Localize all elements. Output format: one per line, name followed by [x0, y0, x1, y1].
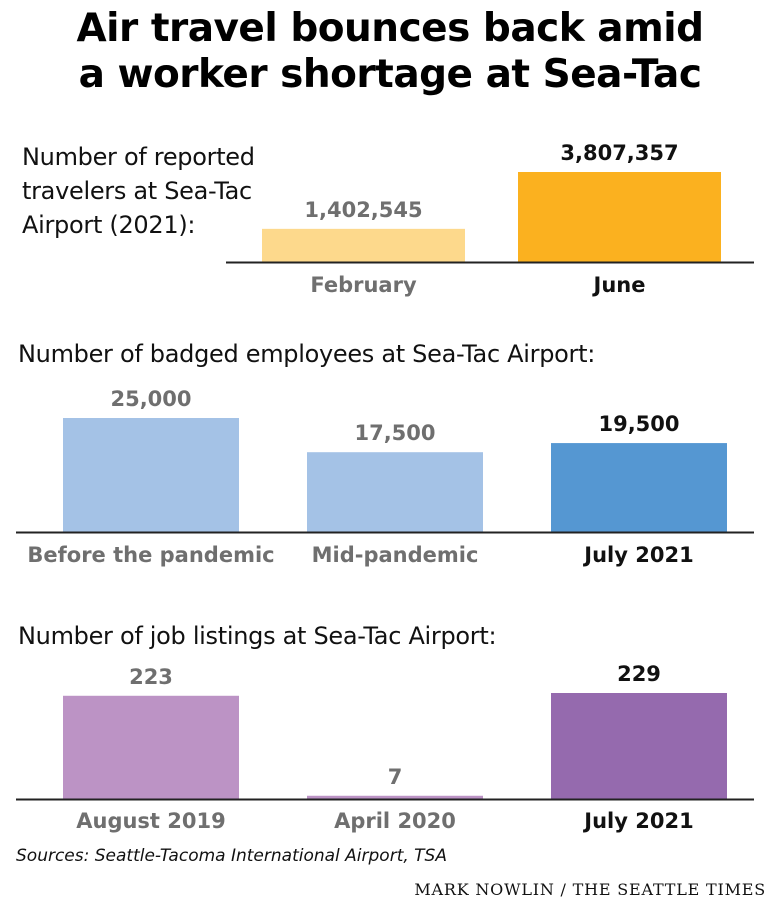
jobs-value-label-3: 229: [617, 662, 661, 686]
jobs-value-label-1: 223: [129, 665, 173, 689]
employees-category-label-3: July 2021: [582, 543, 693, 567]
travelers-title-line-2: travelers at Sea-Tac: [22, 177, 252, 205]
jobs-category-label-2: April 2020: [334, 809, 456, 833]
employees-value-label-3: 19,500: [598, 412, 679, 436]
travelers-category-label-1: February: [310, 273, 417, 297]
chart-title: Air travel bounces back amid a worker sh…: [0, 6, 780, 98]
employees-bar-1: [63, 418, 239, 532]
employees-bar-3: [551, 443, 727, 532]
jobs-category-label-3: July 2021: [582, 809, 693, 833]
travelers-title-line-3: Airport (2021):: [22, 211, 196, 239]
chart-title-line-2: a worker shortage at Sea-Tac: [78, 52, 702, 97]
jobs-chart-title: Number of job listings at Sea-Tac Airpor…: [18, 622, 497, 650]
employees-value-label-2: 17,500: [354, 421, 435, 445]
credit-line: MARK NOWLIN / THE SEATTLE TIMES: [414, 880, 766, 899]
travelers-bar-2: [518, 172, 721, 262]
jobs-bar-3: [551, 693, 727, 799]
travelers-bar-1: [262, 228, 465, 262]
employees-category-label-1: Before the pandemic: [27, 543, 274, 567]
jobs-bar-2: [307, 795, 483, 799]
travelers-chart-title: Number of reported travelers at Sea-Tac …: [22, 140, 255, 242]
employees-chart-title: Number of badged employees at Sea-Tac Ai…: [18, 340, 596, 368]
jobs-value-label-2: 7: [388, 765, 403, 789]
chart-title-line-1: Air travel bounces back amid: [76, 6, 704, 51]
travelers-title-line-1: Number of reported: [22, 143, 255, 171]
travelers-value-label-2: 3,807,357: [560, 141, 678, 165]
employees-value-label-1: 25,000: [110, 387, 191, 411]
employees-bar-chart: 25,000 Before the pandemic 17,500 Mid-pande…: [16, 387, 754, 567]
jobs-bar-chart: 223 August 2019 7 April 2020 229 July 2021: [16, 662, 754, 833]
jobs-category-label-1: August 2019: [76, 809, 225, 833]
jobs-bar-1: [63, 695, 239, 799]
travelers-value-label-1: 1,402,545: [304, 198, 422, 222]
employees-bar-2: [307, 452, 483, 532]
travelers-category-label-2: June: [592, 273, 646, 297]
travelers-bar-chart: 1,402,545 February 3,807,357 June: [226, 141, 754, 297]
employees-category-label-2: Mid-pandemic: [312, 543, 479, 567]
source-note: Sources: Seattle-Tacoma International Ai…: [16, 846, 447, 866]
